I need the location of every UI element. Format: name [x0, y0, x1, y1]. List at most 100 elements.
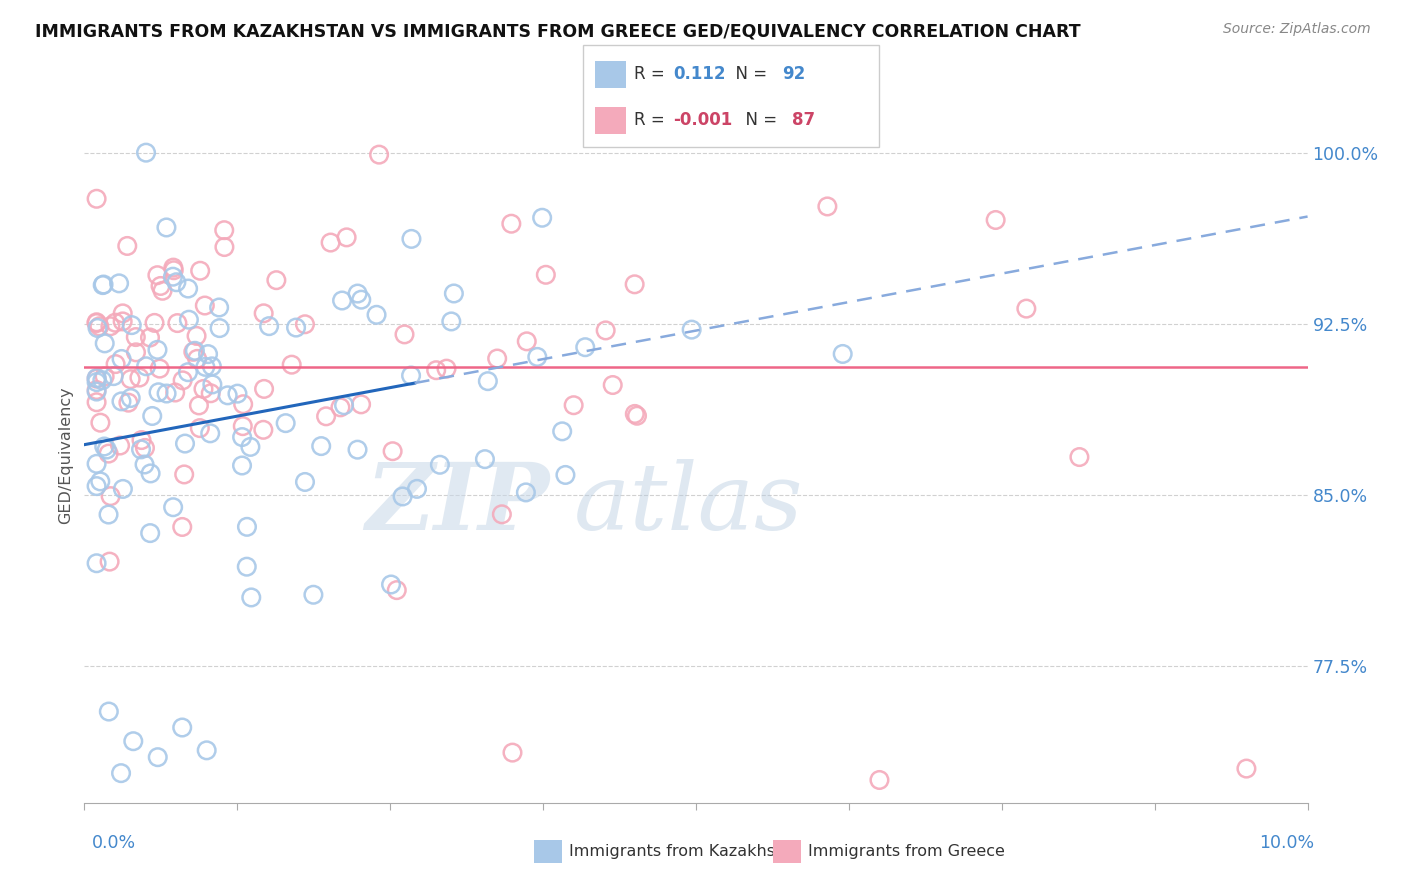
- Point: [401, 232, 423, 246]
- Point: [100, 319, 122, 334]
- Text: -0.001: -0.001: [673, 112, 733, 129]
- Point: [486, 351, 509, 366]
- Point: [869, 772, 891, 787]
- Point: [93, 277, 115, 292]
- Point: [554, 467, 576, 482]
- Point: [86, 192, 108, 206]
- Point: [165, 275, 187, 289]
- Point: [149, 361, 172, 376]
- Point: [97, 508, 120, 522]
- Point: [139, 330, 162, 344]
- Point: [177, 312, 200, 326]
- Point: [551, 425, 574, 439]
- Point: [177, 365, 200, 379]
- Point: [165, 385, 187, 400]
- Point: [239, 440, 262, 454]
- Point: [252, 423, 274, 437]
- Text: N =: N =: [735, 112, 783, 129]
- Point: [93, 440, 115, 454]
- Point: [111, 314, 134, 328]
- Text: 0.112: 0.112: [673, 65, 725, 83]
- Point: [624, 407, 647, 421]
- Point: [131, 433, 153, 447]
- Point: [86, 375, 108, 389]
- Point: [330, 293, 353, 308]
- Point: [139, 467, 162, 481]
- Point: [208, 321, 231, 335]
- Point: [89, 475, 111, 489]
- Point: [162, 269, 184, 284]
- Point: [294, 318, 316, 332]
- Point: [501, 217, 523, 231]
- Point: [172, 373, 194, 387]
- Point: [214, 240, 236, 254]
- Point: [125, 345, 148, 359]
- Point: [146, 750, 169, 764]
- Point: [86, 556, 108, 570]
- Point: [477, 374, 499, 388]
- Point: [232, 397, 254, 411]
- Point: [111, 306, 134, 320]
- Point: [1069, 450, 1091, 464]
- Point: [217, 388, 239, 402]
- Point: [152, 284, 174, 298]
- Point: [474, 452, 496, 467]
- Point: [391, 490, 413, 504]
- Text: Immigrants from Kazakhstan: Immigrants from Kazakhstan: [569, 845, 801, 859]
- Text: atlas: atlas: [574, 458, 803, 549]
- Point: [984, 213, 1007, 227]
- Point: [236, 520, 259, 534]
- Point: [134, 458, 156, 472]
- Point: [1234, 762, 1257, 776]
- Point: [526, 350, 548, 364]
- Point: [93, 369, 115, 384]
- Point: [166, 316, 188, 330]
- Point: [104, 357, 127, 371]
- Point: [502, 746, 524, 760]
- Point: [86, 315, 108, 329]
- Point: [120, 372, 142, 386]
- Point: [285, 320, 308, 334]
- Point: [200, 386, 222, 401]
- Point: [440, 314, 463, 328]
- Point: [240, 591, 263, 605]
- Point: [346, 442, 368, 457]
- Point: [184, 343, 207, 358]
- Point: [302, 588, 325, 602]
- Text: R =: R =: [634, 65, 671, 83]
- Point: [346, 286, 368, 301]
- Point: [200, 426, 222, 441]
- Point: [574, 340, 596, 354]
- Text: Source: ZipAtlas.com: Source: ZipAtlas.com: [1223, 22, 1371, 37]
- Point: [231, 430, 253, 444]
- Point: [253, 306, 276, 320]
- Point: [173, 467, 195, 482]
- Point: [139, 526, 162, 541]
- Point: [186, 351, 208, 366]
- Text: N =: N =: [725, 65, 773, 83]
- Point: [443, 286, 465, 301]
- Point: [96, 442, 118, 457]
- Point: [134, 441, 156, 455]
- Point: [381, 444, 404, 458]
- Point: [336, 230, 359, 244]
- Point: [193, 382, 215, 396]
- Point: [122, 734, 145, 748]
- Point: [86, 316, 108, 330]
- Point: [121, 318, 143, 332]
- Point: [515, 485, 537, 500]
- Point: [562, 398, 585, 412]
- Point: [120, 391, 142, 405]
- Point: [399, 368, 422, 383]
- Point: [329, 401, 352, 415]
- Point: [385, 583, 408, 598]
- Text: ZIP: ZIP: [366, 458, 550, 549]
- Point: [86, 384, 108, 399]
- Point: [531, 211, 554, 225]
- Point: [231, 458, 253, 473]
- Text: 10.0%: 10.0%: [1260, 834, 1315, 852]
- Point: [177, 281, 200, 295]
- Point: [148, 385, 170, 400]
- Point: [188, 421, 211, 435]
- Point: [172, 520, 194, 534]
